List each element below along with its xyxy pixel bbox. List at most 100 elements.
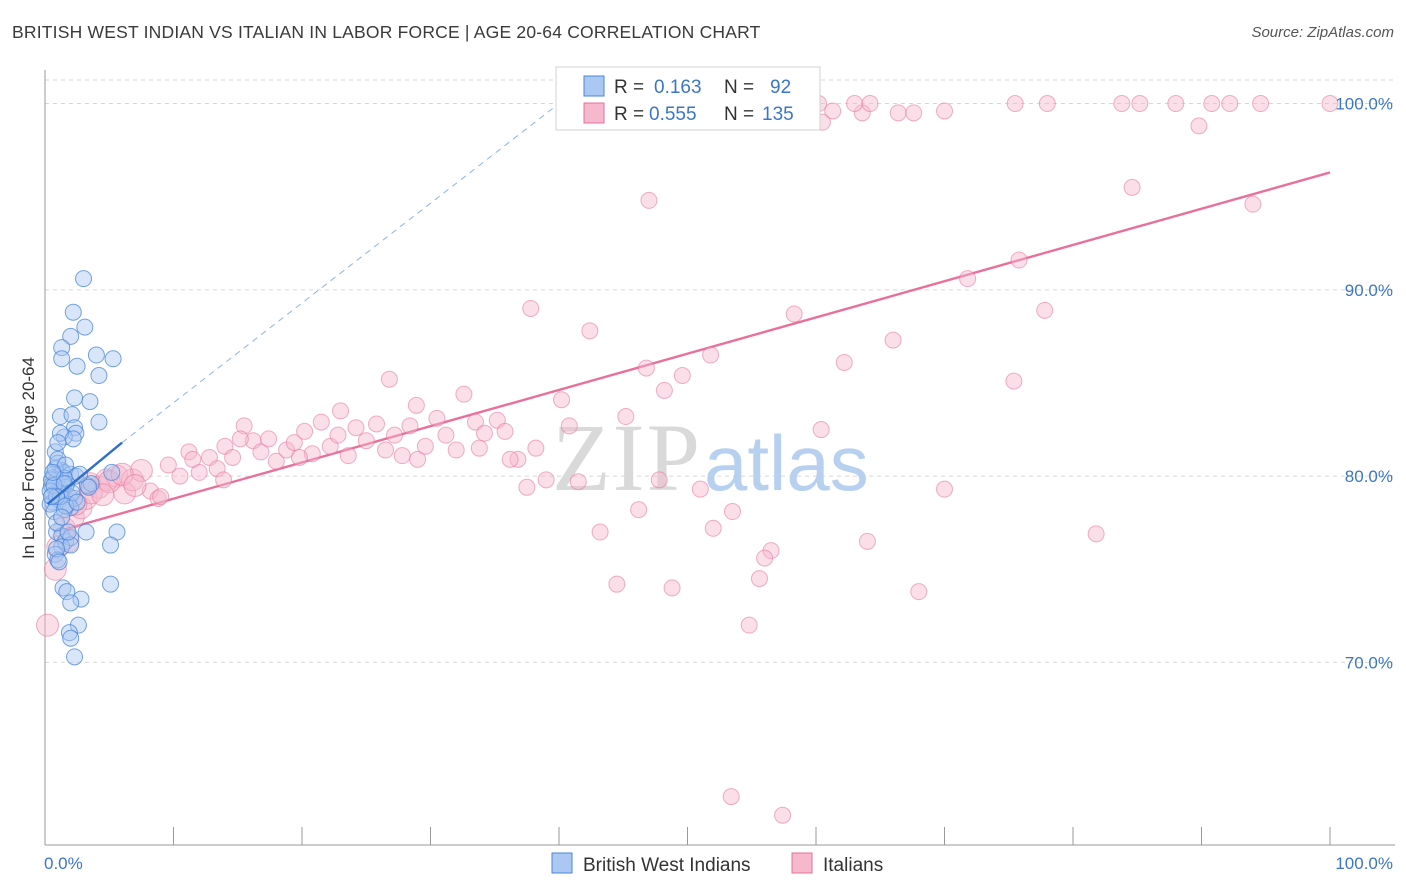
british-west-indians-point <box>64 430 82 448</box>
italians-point <box>581 322 599 340</box>
chart-title: BRITISH WEST INDIAN VS ITALIAN IN LABOR … <box>12 22 761 42</box>
italians-point <box>347 419 365 437</box>
italians-point <box>835 353 853 371</box>
italians-point <box>1321 95 1339 113</box>
italians-point <box>691 480 709 498</box>
italians-point <box>97 470 121 494</box>
british-west-indians-point <box>62 327 80 345</box>
italians-point <box>129 459 153 483</box>
italians-point <box>1038 95 1056 113</box>
italians-point <box>215 471 233 489</box>
british-west-indians-point <box>44 463 62 481</box>
italians-point <box>663 579 681 597</box>
british-west-indians-point <box>87 346 105 364</box>
italians-point <box>824 102 842 120</box>
series-legend-label-italians: Italians <box>823 855 883 876</box>
british-west-indians-point <box>59 523 77 541</box>
italians-point <box>861 95 879 113</box>
british-west-indians-point <box>63 406 81 424</box>
legend-n-value-2: 135 <box>762 104 794 125</box>
italians-point <box>673 367 691 385</box>
italians-point <box>812 421 830 439</box>
italians-point <box>407 396 425 414</box>
legend-swatch-pink <box>583 102 605 124</box>
british-west-indians-point <box>66 389 84 407</box>
italians-point <box>267 452 285 470</box>
italians-point <box>1006 95 1024 113</box>
italians-point <box>1221 95 1239 113</box>
italians-point <box>910 583 928 601</box>
italians-point <box>357 432 375 450</box>
italians-point <box>1010 251 1028 269</box>
italians-point <box>260 430 278 448</box>
british-west-indians-point <box>68 357 86 375</box>
italians-point <box>522 299 540 317</box>
italians-point <box>1036 301 1054 319</box>
italians-point <box>455 385 473 403</box>
x-axis-ticks <box>44 827 1331 845</box>
italians-point <box>650 471 668 489</box>
italians-point <box>36 613 60 637</box>
italians-point <box>750 570 768 588</box>
legend-n-label-1: N = <box>724 77 754 98</box>
british-west-indians-point <box>72 590 90 608</box>
italians-point <box>1131 95 1149 113</box>
british-west-indians-point <box>60 624 78 642</box>
italians-point <box>380 370 398 388</box>
british-west-indians-point <box>102 536 120 554</box>
legend-n-value-1: 92 <box>770 77 791 98</box>
italians-point <box>377 441 395 459</box>
italians-point <box>608 575 626 593</box>
watermark: ZIP atlas <box>552 404 869 511</box>
italians-point <box>224 449 242 466</box>
british-west-indians-point <box>66 648 84 666</box>
british-west-indians-points <box>41 270 126 666</box>
italians-point <box>285 434 303 452</box>
gridlines <box>45 79 1395 663</box>
british-west-indians-point <box>62 536 80 554</box>
british-west-indians-point <box>68 493 86 511</box>
italians-point <box>617 408 635 426</box>
trend-line-bwi-extended <box>121 103 560 443</box>
italians-point <box>235 417 253 435</box>
italians-point <box>569 473 587 491</box>
british-west-indians-point <box>75 270 93 288</box>
italians-point <box>756 549 774 567</box>
italians-point <box>722 788 740 806</box>
british-west-indians-point <box>42 488 60 506</box>
italians-point <box>437 426 455 444</box>
italians-point <box>290 449 308 466</box>
italians-point <box>858 532 876 550</box>
italians-point <box>409 450 427 468</box>
y-tick-label: 90.0% <box>1345 281 1393 300</box>
british-west-indians-point <box>71 465 89 483</box>
british-west-indians-point <box>50 553 68 571</box>
british-west-indians-point <box>53 508 71 526</box>
y-tick-label: 70.0% <box>1345 653 1393 672</box>
italians-point <box>884 331 902 349</box>
italians-point <box>560 417 578 435</box>
italians-point <box>774 806 792 824</box>
italians-point <box>329 426 347 444</box>
legend-r-value-1: 0.163 <box>654 77 702 98</box>
legend-r-label-2: R = <box>614 104 644 125</box>
series-legend-label-bwi: British West Indians <box>583 855 751 876</box>
trend-line-bwi <box>46 441 123 506</box>
italians-point <box>303 445 321 463</box>
british-west-indians-point <box>48 540 66 558</box>
italians-point <box>393 447 411 465</box>
british-west-indians-point <box>62 594 80 612</box>
british-west-indians-point <box>53 350 71 368</box>
y-tick-label: 80.0% <box>1345 467 1393 486</box>
italians-point <box>339 447 357 465</box>
italians-point <box>184 450 202 468</box>
italians-point <box>704 519 722 537</box>
italians-point <box>1167 95 1185 113</box>
italians-point <box>466 413 484 431</box>
british-west-indians-point <box>90 367 108 385</box>
italians-point <box>640 191 658 209</box>
italians-point <box>905 104 923 122</box>
italians-point <box>332 402 350 420</box>
legend-r-value-2: 0.555 <box>649 104 697 125</box>
